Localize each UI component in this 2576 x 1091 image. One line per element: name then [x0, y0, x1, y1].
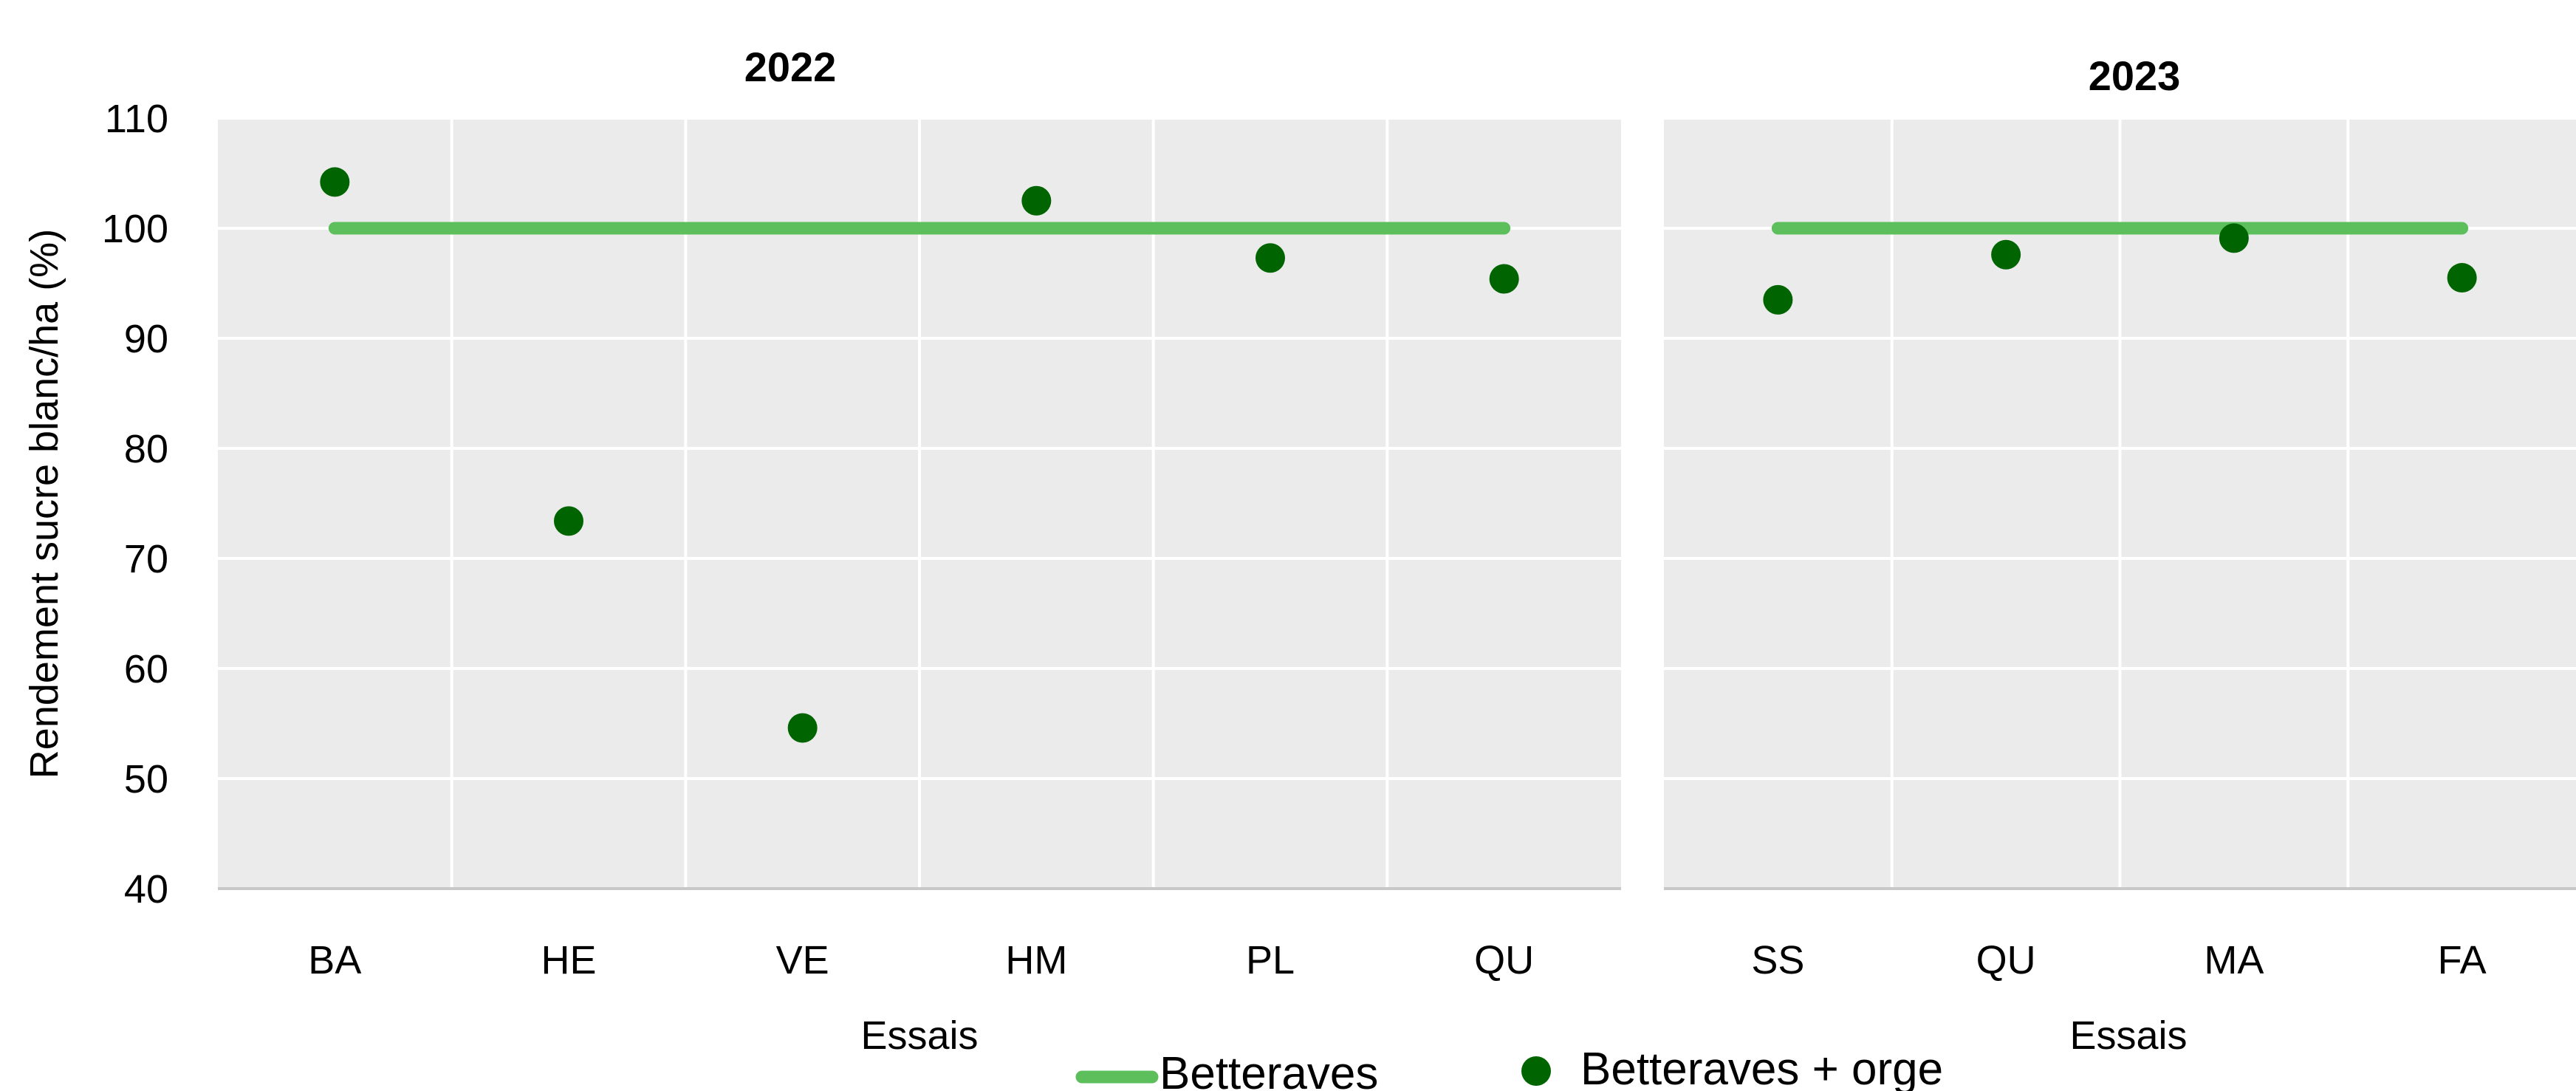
gridlines-2022 [218, 117, 1621, 890]
x-tick-label: SS [1751, 938, 1804, 982]
data-marks-2023 [1763, 222, 2477, 315]
x-tick-label: HE [541, 938, 596, 982]
y-tick-label: 90 [124, 317, 168, 361]
data-marks-2022 [320, 167, 1519, 743]
y-tick-label: 100 [102, 207, 168, 251]
y-tick-label: 40 [124, 867, 168, 912]
panel-2023: SS QU MA FA 2023 Essais [1664, 52, 2576, 1058]
x-tick-label: HM [1005, 938, 1067, 982]
data-point-betteraves-orge [2219, 223, 2249, 253]
x-tick-label: FA [2438, 938, 2487, 982]
y-tick-label: 80 [124, 427, 168, 471]
legend-label-betteraves-orge: Betteraves + orge [1580, 1044, 1943, 1091]
y-tick-label: 50 [124, 757, 168, 801]
x-axis-title-2023: Essais [2069, 1013, 2187, 1058]
panel-title-2023: 2023 [2089, 52, 2181, 99]
data-point-betteraves-orge [1021, 185, 1052, 216]
y-tick-label: 110 [105, 97, 168, 141]
x-tick-label: PL [1246, 938, 1295, 982]
x-tick-labels-2023: SS QU MA FA [1751, 938, 2486, 982]
data-point-betteraves-orge [1763, 284, 1793, 315]
x-tick-label: QU [1976, 938, 2036, 982]
y-tick-labels: 40 50 60 70 80 90 100 110 [102, 97, 168, 912]
x-tick-label: QU [1474, 938, 1534, 982]
y-tick-label: 70 [124, 537, 168, 581]
data-point-betteraves-orge [554, 506, 583, 536]
legend-label-betteraves: Betteraves [1159, 1048, 1378, 1091]
data-point-betteraves-orge [787, 713, 818, 743]
y-tick-label: 60 [124, 647, 168, 691]
legend-marker-symbol [1521, 1056, 1551, 1086]
data-point-betteraves-orge [320, 167, 350, 197]
x-tick-labels-2022: BA HE VE HM PL QU [308, 938, 1534, 982]
panel-2022: BA HE VE HM PL QU 2022 Essais [218, 44, 1621, 1058]
panel-title-2022: 2022 [744, 44, 837, 90]
data-point-betteraves-orge [1489, 264, 1519, 294]
data-point-betteraves-orge [1991, 239, 2021, 270]
x-tick-label: MA [2204, 938, 2264, 982]
legend: Betteraves Betteraves + orge [1075, 1044, 1943, 1091]
x-tick-label: BA [308, 938, 361, 982]
y-axis-title: Rendement sucre blanc/ha (%) [22, 229, 66, 779]
x-tick-label: VE [776, 938, 829, 982]
data-point-betteraves-orge [1256, 243, 1285, 273]
data-point-betteraves-orge [2447, 263, 2477, 293]
x-axis-title-2022: Essais [860, 1013, 978, 1058]
gridlines-2023 [1664, 117, 2576, 890]
